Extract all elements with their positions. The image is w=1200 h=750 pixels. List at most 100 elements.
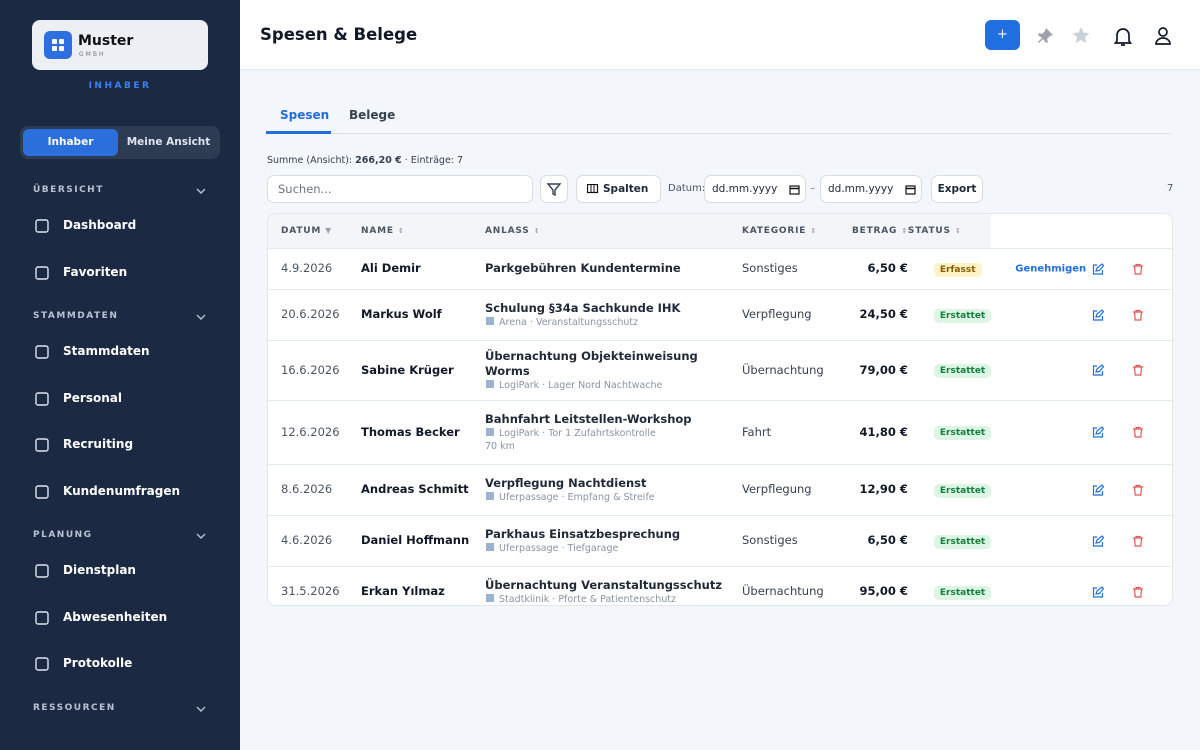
column-header[interactable]: DATUM ▼ <box>268 214 361 249</box>
nav-section[interactable]: PLANUNG <box>33 530 93 540</box>
role-label: INHABER <box>88 81 152 91</box>
header: Spesen & Belege + <box>240 0 1200 70</box>
amount-cell: 24,50 € <box>852 289 908 341</box>
chevron <box>196 533 206 539</box>
summary-label: Summe (Ansicht): <box>267 155 353 166</box>
nav-item[interactable]: Dashboard <box>63 218 137 232</box>
user-icon[interactable] <box>1155 27 1171 45</box>
date: 31.5.2026 <box>281 584 340 599</box>
approve-link[interactable]: Genehmigen <box>1015 263 1087 274</box>
delete-button[interactable] <box>1132 364 1144 376</box>
date-to[interactable]: dd.mm.yyyy <box>820 175 922 203</box>
delete-button[interactable] <box>1132 484 1144 496</box>
name: Daniel Hoffmann <box>361 533 470 547</box>
actions-cell <box>991 515 1172 567</box>
column-label: STATUS <box>907 225 951 236</box>
logo[interactable]: Muster GMBH <box>32 20 208 70</box>
bell-icon[interactable] <box>1113 28 1133 46</box>
location-text: Stadtklinik · Pforte & Patientenschutz <box>499 593 677 605</box>
filter-button[interactable] <box>540 175 568 203</box>
amount-cell: 12,90 € <box>852 464 908 516</box>
nav-item[interactable]: Stammdaten <box>63 344 150 358</box>
name: Andreas Schmitt <box>361 482 469 496</box>
chevron <box>196 188 206 194</box>
delete-button[interactable] <box>1132 586 1144 598</box>
columns-button[interactable]: Spalten ▼ <box>576 175 661 220</box>
column-header[interactable]: KATEGORIE ↕ <box>742 214 852 249</box>
add-button[interactable]: + <box>985 20 1020 50</box>
building-icon <box>486 491 494 500</box>
toggle-option[interactable]: Inhaber <box>23 129 118 156</box>
category-cell: Verpflegung <box>742 289 852 341</box>
distance: 70 km <box>485 440 515 452</box>
nav-icon <box>35 657 49 671</box>
export-button[interactable]: Export <box>931 175 983 203</box>
column-label: BETRAG <box>852 225 898 236</box>
nav-section[interactable]: ÜBERSICHT <box>33 185 104 195</box>
delete-button[interactable] <box>1132 309 1144 321</box>
amount: 95,00 € <box>859 584 908 599</box>
building-icon <box>486 427 494 436</box>
table-row: 20.6.2026 Markus Wolf Schulung §34a Sachku… <box>268 289 1172 341</box>
name-cell: Thomas Becker <box>361 400 485 465</box>
toggle-option[interactable]: Meine Ansicht <box>126 136 211 148</box>
nav-item[interactable]: Favoriten <box>63 265 128 279</box>
reason: Verpflegung Nachtdienst <box>485 475 647 490</box>
tab-indicator <box>266 131 331 134</box>
tab-active[interactable]: Spesen <box>280 108 330 122</box>
nav-icon <box>35 438 49 452</box>
nav-item[interactable]: Recruiting <box>63 437 134 451</box>
location-text: Uferpassage · Empfang & Streife <box>499 491 655 503</box>
nav-item[interactable]: Personal <box>63 391 122 405</box>
logo-icon <box>44 31 72 59</box>
pin-icon[interactable] <box>1038 28 1053 43</box>
nav-section[interactable]: STAMMDATEN <box>33 311 119 321</box>
chevron <box>196 314 206 320</box>
column-header[interactable]: ANLASS ↕ <box>485 214 742 249</box>
nav-section[interactable]: RESSOURCEN <box>33 703 116 713</box>
summary-entries: · Einträge: 7 <box>404 155 464 166</box>
date-from[interactable]: dd.mm.yyyy <box>704 175 806 203</box>
column-header[interactable]: BETRAG ↕ <box>852 214 908 249</box>
location-text: Arena · Veranstaltungsschutz <box>499 316 639 328</box>
date: 20.6.2026 <box>281 307 340 321</box>
edit-button[interactable] <box>1092 308 1105 321</box>
edit-button[interactable] <box>1092 364 1105 376</box>
sidebar: Muster GMBH INHABER Inhaber Meine Ansich… <box>0 0 240 750</box>
summary-total: 266,20 € <box>355 155 402 166</box>
column-header[interactable]: NAME ↕ <box>361 214 485 249</box>
edit-button[interactable] <box>1092 585 1105 598</box>
nav-icon <box>35 564 49 578</box>
name: Sabine Krüger <box>361 362 454 377</box>
date-placeholder: dd.mm.yyyy <box>712 183 778 195</box>
amount-cell: 79,00 € <box>852 340 908 401</box>
table-header: DATUM ▼ NAME ↕ ANLASS ↕ KATEGORIE ↕ BETRAG ↕ STATU… <box>268 214 1172 249</box>
status-badge: Erstattet <box>933 534 992 549</box>
table-body: 4.9.2026 Ali Demir Parkgebühren Kundenterm… <box>268 248 1172 605</box>
table-row: 4.9.2026 Ali Demir Parkgebühren Kundenterm… <box>268 248 1172 290</box>
nav-item[interactable]: Protokolle <box>63 656 133 670</box>
edit-button[interactable] <box>1092 426 1105 438</box>
date: 4.6.2026 <box>281 533 333 547</box>
column-header[interactable]: STATUS ↕ <box>907 214 992 249</box>
reason-cell: Übernachtung Objekteinweisung Worms LogiP… <box>485 340 742 401</box>
delete-button[interactable] <box>1132 426 1144 438</box>
tab[interactable]: Belege <box>349 108 396 122</box>
delete-button[interactable] <box>1132 535 1144 547</box>
status-cell: Erstattet <box>907 289 992 341</box>
reason-cell: Parkhaus Einsatzbesprechung Uferpassage ·… <box>485 515 742 567</box>
actions-cell: Genehmigen <box>991 248 1172 290</box>
star-icon[interactable] <box>1072 27 1090 43</box>
name: Markus Wolf <box>361 307 442 321</box>
search-input[interactable]: Suchen... <box>267 175 533 203</box>
nav-item[interactable]: Dienstplan <box>63 563 136 577</box>
nav-item[interactable]: Abwesenheiten <box>63 610 168 624</box>
nav-item[interactable]: Kundenumfragen <box>63 484 180 498</box>
edit-button[interactable] <box>1092 534 1105 547</box>
header-spacer <box>991 214 1172 249</box>
edit-button[interactable] <box>1092 483 1105 496</box>
delete-button[interactable] <box>1132 263 1144 275</box>
category: Übernachtung <box>742 362 824 377</box>
edit-button[interactable] <box>1092 262 1105 275</box>
